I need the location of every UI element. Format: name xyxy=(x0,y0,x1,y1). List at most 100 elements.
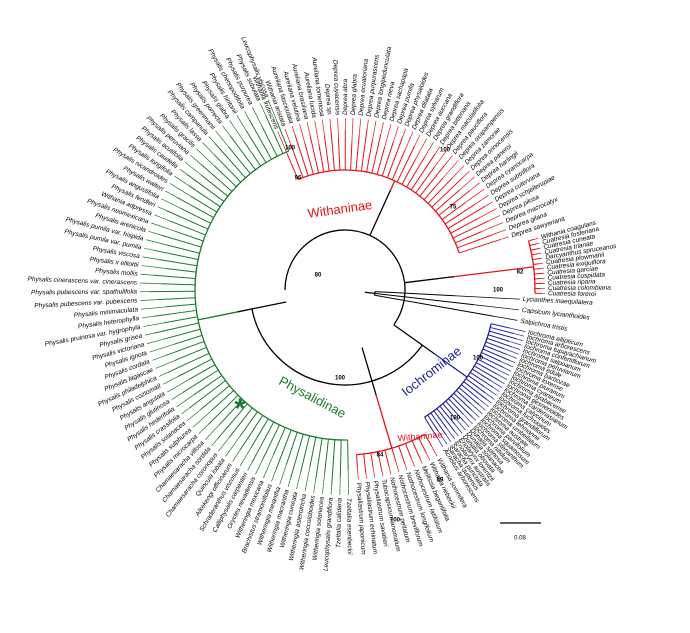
support-value: 100 xyxy=(285,146,296,152)
branch xyxy=(410,457,415,467)
branch xyxy=(530,247,540,251)
branch xyxy=(215,130,230,148)
taxon-label: Cuatresia cuspidata xyxy=(547,271,605,281)
branch xyxy=(491,323,511,329)
branch xyxy=(154,309,197,317)
branch xyxy=(500,236,509,240)
branch xyxy=(465,188,485,203)
taxon-label: Cuatresia colombiana xyxy=(548,285,611,293)
branch xyxy=(251,308,423,386)
branch xyxy=(435,189,461,212)
branch xyxy=(533,263,539,265)
branch xyxy=(300,435,311,473)
support-value: 100 xyxy=(493,288,504,294)
branch xyxy=(161,234,202,248)
branch xyxy=(184,161,202,176)
branch xyxy=(503,348,519,355)
branch xyxy=(471,416,477,421)
branch xyxy=(469,182,480,191)
taxon-label: Deprea abra xyxy=(342,78,349,115)
branch xyxy=(321,119,325,136)
branch xyxy=(537,252,542,255)
branch xyxy=(371,134,382,174)
branch xyxy=(446,428,455,440)
branch xyxy=(490,326,514,334)
branch xyxy=(404,131,414,151)
branch xyxy=(248,119,272,160)
branch xyxy=(369,189,392,236)
branch xyxy=(287,477,292,488)
branch xyxy=(166,210,209,230)
branch xyxy=(366,119,369,129)
branch xyxy=(347,439,349,471)
branch xyxy=(141,265,167,269)
marker: * xyxy=(235,392,246,423)
branch xyxy=(488,215,501,222)
branch xyxy=(447,205,486,229)
branch xyxy=(174,175,189,186)
branch xyxy=(154,322,199,334)
branch xyxy=(463,381,488,400)
branch xyxy=(364,291,375,295)
branch xyxy=(313,479,317,493)
branch xyxy=(163,316,198,324)
branch xyxy=(370,452,374,469)
branch xyxy=(143,322,164,327)
branch xyxy=(381,471,384,477)
branch xyxy=(406,156,426,188)
branch xyxy=(481,222,504,232)
branch xyxy=(463,420,470,428)
branch xyxy=(272,427,286,456)
branch xyxy=(167,379,189,393)
branch xyxy=(196,148,215,167)
branch xyxy=(424,416,438,438)
branch xyxy=(391,448,397,462)
branch xyxy=(229,120,244,142)
branch xyxy=(442,160,459,179)
branch xyxy=(148,230,162,236)
branch xyxy=(262,424,280,460)
branch xyxy=(458,387,480,406)
branch xyxy=(144,332,155,336)
branch xyxy=(434,150,447,168)
branch xyxy=(485,341,504,350)
branch xyxy=(304,466,311,492)
branch xyxy=(208,136,216,144)
branch xyxy=(200,163,233,192)
branch xyxy=(165,303,196,308)
taxon-label: Physalis pubescens var. spathulifolia xyxy=(31,289,137,297)
branch xyxy=(324,439,329,474)
branch xyxy=(141,315,156,319)
branch xyxy=(186,409,201,422)
branch xyxy=(479,355,504,369)
branch xyxy=(261,125,278,157)
branch xyxy=(157,297,196,301)
branch xyxy=(211,438,218,446)
support-value: 82 xyxy=(517,270,524,276)
branch xyxy=(290,433,304,479)
branch xyxy=(263,455,274,479)
branch xyxy=(157,206,167,211)
branch xyxy=(481,352,502,362)
branch xyxy=(152,355,165,361)
branch xyxy=(438,431,448,445)
branch xyxy=(222,125,231,137)
branch xyxy=(162,376,179,385)
branch xyxy=(384,124,392,147)
branch xyxy=(204,424,220,441)
branch xyxy=(194,150,348,441)
branch xyxy=(499,380,505,384)
branch xyxy=(198,424,209,434)
branch xyxy=(374,294,494,317)
branch xyxy=(357,468,359,480)
branch xyxy=(144,247,154,251)
branch xyxy=(322,472,326,494)
branch xyxy=(398,445,406,465)
branch xyxy=(217,403,248,439)
branch xyxy=(490,380,503,388)
support-value: 75 xyxy=(450,205,457,211)
taxon-label: Cuatresia garciae xyxy=(547,265,599,276)
branch xyxy=(401,158,417,185)
branch xyxy=(294,134,309,176)
